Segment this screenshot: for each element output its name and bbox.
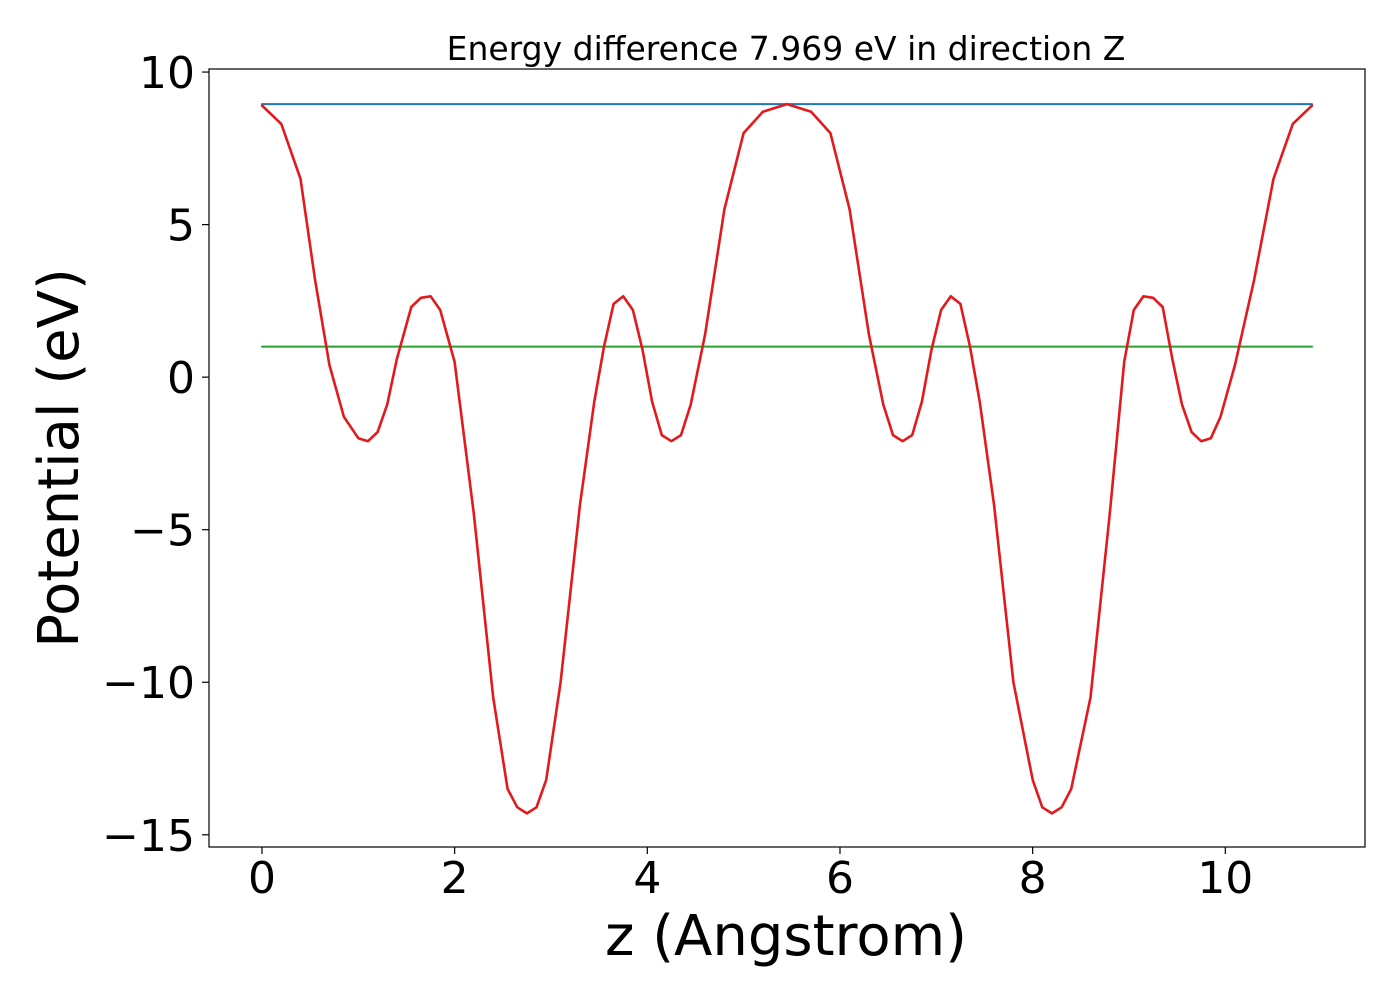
x-axis: 0 2 4 6 8 10 <box>248 847 1253 904</box>
x-tick-label: 8 <box>1019 853 1047 904</box>
plot-frame <box>208 68 1366 848</box>
x-tick-label: 6 <box>826 853 854 904</box>
y-tick-label: −15 <box>102 811 195 862</box>
y-tick-label: −10 <box>102 658 195 709</box>
plot-area <box>260 102 1314 815</box>
y-axis-label: Potential (eV) <box>27 268 92 648</box>
x-tick-label: 4 <box>633 853 661 904</box>
y-tick-label: 0 <box>167 353 195 404</box>
x-tick-label: 0 <box>248 853 276 904</box>
y-tick-label: 5 <box>167 201 195 252</box>
series-line-2 <box>260 102 1314 815</box>
y-axis: −15 −10 −5 0 5 10 <box>102 48 209 862</box>
x-tick-label: 10 <box>1197 853 1253 904</box>
chart-title: Energy difference 7.969 eV in direction … <box>447 29 1126 68</box>
x-tick-label: 2 <box>441 853 469 904</box>
y-tick-label: 10 <box>139 48 195 99</box>
y-tick-label: −5 <box>130 506 195 557</box>
x-axis-label: z (Angstrom) <box>605 904 967 969</box>
